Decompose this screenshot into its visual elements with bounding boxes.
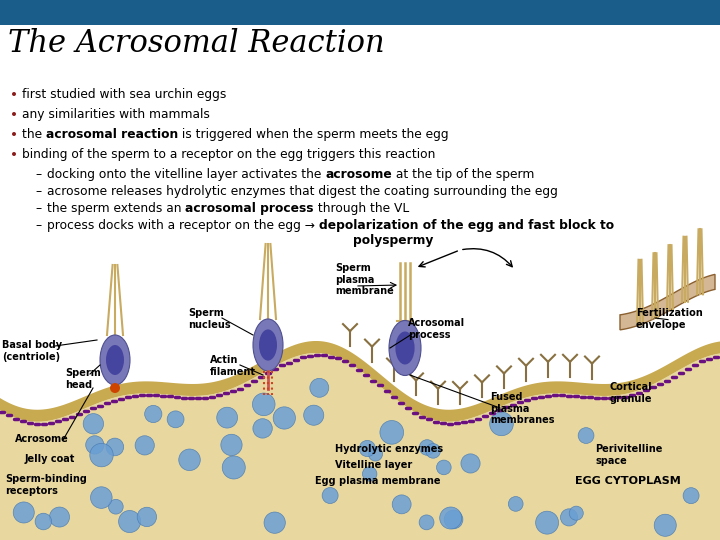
Ellipse shape [259,329,277,361]
Text: The Acrosomal Reaction: The Acrosomal Reaction [8,28,384,59]
Circle shape [253,418,272,438]
Circle shape [322,488,338,503]
Text: any similarities with mammals: any similarities with mammals [22,108,210,121]
Text: –: – [35,185,41,198]
Ellipse shape [106,345,124,375]
Circle shape [508,497,523,511]
Text: Egg plasma membrane: Egg plasma membrane [315,476,441,486]
Text: –: – [35,219,41,232]
Circle shape [304,405,324,426]
Polygon shape [620,274,715,330]
Circle shape [683,488,699,504]
Text: Sperm
head: Sperm head [65,368,101,389]
Circle shape [50,507,70,527]
Bar [0,0,720,25]
Text: •: • [10,108,18,122]
Circle shape [264,512,285,534]
Text: is triggered when the sperm meets the egg: is triggered when the sperm meets the eg… [179,128,449,141]
Circle shape [426,443,441,458]
Circle shape [654,514,676,536]
Text: Basal body
(centriole): Basal body (centriole) [2,340,62,362]
Text: Acrosome: Acrosome [15,434,68,444]
Text: acrosome: acrosome [325,168,392,181]
Text: •: • [10,128,18,142]
Text: acrosomal reaction: acrosomal reaction [46,128,179,141]
Circle shape [167,411,184,428]
Circle shape [490,412,513,436]
Text: –: – [35,168,41,181]
Text: the: the [22,128,46,141]
Text: Fertilization
envelope: Fertilization envelope [636,308,703,329]
Text: acrosome releases hydrolytic enzymes that digest the coating surrounding the egg: acrosome releases hydrolytic enzymes tha… [47,185,558,198]
Text: Sperm-binding
receptors: Sperm-binding receptors [5,474,87,496]
Circle shape [106,438,124,456]
Circle shape [91,487,112,508]
Text: Sperm
nucleus: Sperm nucleus [188,308,230,329]
Text: docking onto the vitelline layer activates the: docking onto the vitelline layer activat… [47,168,325,181]
Text: Perivitelline
space: Perivitelline space [595,444,662,465]
Text: Hydrolytic enzymes: Hydrolytic enzymes [335,444,443,454]
Text: Actin
filament: Actin filament [210,355,256,376]
Circle shape [310,379,329,397]
Text: Acrosomal
process: Acrosomal process [408,318,465,340]
Circle shape [560,509,577,526]
Ellipse shape [100,335,130,385]
Circle shape [221,434,242,456]
Circle shape [380,421,404,444]
Circle shape [461,454,480,473]
Text: the sperm extends an: the sperm extends an [47,202,185,215]
Text: EGG CYTOPLASM: EGG CYTOPLASM [575,476,680,486]
Text: depolarization of the egg and fast block to
        polyspermy: depolarization of the egg and fast block… [319,219,614,247]
Circle shape [119,510,140,532]
Circle shape [179,449,200,470]
Text: through the VL: through the VL [314,202,409,215]
Circle shape [145,406,162,423]
Ellipse shape [253,319,283,371]
Text: first studied with sea urchin eggs: first studied with sea urchin eggs [22,88,226,101]
Circle shape [13,502,35,523]
Circle shape [35,513,52,530]
Circle shape [109,500,123,514]
Polygon shape [0,341,720,422]
Circle shape [359,441,375,457]
Circle shape [570,506,583,520]
Text: •: • [10,148,18,162]
Circle shape [419,440,435,455]
Text: Sperm
plasma
membrane: Sperm plasma membrane [335,263,394,296]
Ellipse shape [395,332,415,364]
Circle shape [578,428,594,443]
Circle shape [138,507,156,526]
Text: Jelly coat: Jelly coat [25,454,76,464]
Ellipse shape [389,321,421,375]
Text: acrosomal process: acrosomal process [185,202,314,215]
Text: •: • [10,88,18,102]
Circle shape [273,407,295,429]
Text: Cortical
granule: Cortical granule [610,382,652,403]
Circle shape [84,414,104,434]
Text: –: – [35,202,41,215]
Text: Fused
plasma
membranes: Fused plasma membranes [490,392,554,425]
Circle shape [135,436,154,455]
Circle shape [444,510,463,529]
Text: binding of the sperm to a receptor on the egg triggers this reaction: binding of the sperm to a receptor on th… [22,148,436,161]
Text: Vitelline layer: Vitelline layer [335,460,413,470]
Circle shape [369,447,382,461]
Circle shape [110,383,120,393]
Circle shape [392,495,411,514]
Circle shape [419,515,434,530]
Text: process docks with a receptor on the egg →: process docks with a receptor on the egg… [47,219,319,232]
Circle shape [86,436,104,454]
Circle shape [440,507,462,529]
Polygon shape [0,353,720,540]
Bar [0,248,720,540]
Circle shape [362,467,377,481]
Circle shape [536,511,559,534]
Circle shape [222,456,246,479]
Circle shape [90,443,113,467]
Circle shape [217,407,238,428]
Circle shape [436,460,451,475]
Circle shape [253,393,275,416]
Text: at the tip of the sperm: at the tip of the sperm [392,168,534,181]
